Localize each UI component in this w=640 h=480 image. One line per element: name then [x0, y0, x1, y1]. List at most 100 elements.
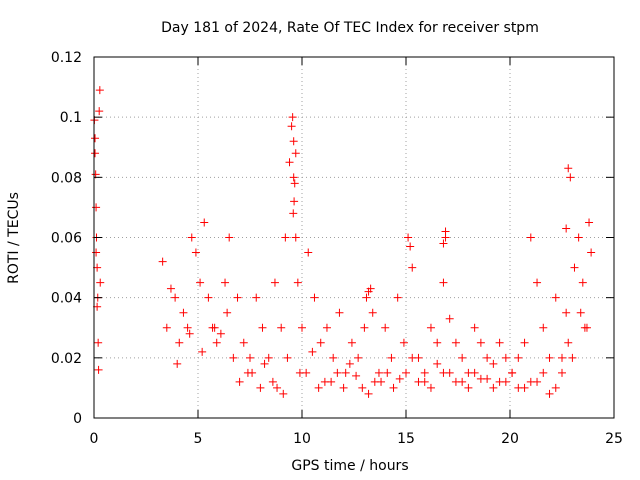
roti-point: [95, 86, 104, 95]
roti-point: [281, 233, 290, 242]
roti-point: [187, 233, 196, 242]
roti-point: [360, 323, 369, 332]
x-tick-label: 25: [605, 431, 623, 447]
roti-point: [210, 323, 219, 332]
roti-point: [580, 323, 589, 332]
roti-point: [260, 359, 269, 368]
roti-point: [335, 308, 344, 317]
roti-point: [551, 383, 560, 392]
roti-point: [352, 371, 361, 380]
roti-point: [158, 257, 167, 266]
roti-point: [179, 308, 188, 317]
roti-point: [166, 284, 175, 293]
roti-point: [377, 377, 386, 386]
roti-point: [347, 338, 356, 347]
roti-point: [364, 389, 373, 398]
roti-point: [362, 293, 371, 302]
roti-point: [470, 323, 479, 332]
roti-point: [268, 377, 277, 386]
roti-point: [316, 338, 325, 347]
y-tick-label: 0.08: [51, 170, 82, 186]
roti-point: [368, 308, 377, 317]
roti-point: [283, 353, 292, 362]
y-tick-label: 0.04: [51, 291, 82, 307]
roti-point: [287, 122, 296, 131]
roti-point: [501, 353, 510, 362]
roti-point: [256, 383, 265, 392]
roti-point: [221, 278, 230, 287]
roti-point: [225, 233, 234, 242]
roti-point: [223, 308, 232, 317]
roti-point: [433, 338, 442, 347]
roti-point: [585, 218, 594, 227]
roti-point: [216, 329, 225, 338]
roti-point: [426, 383, 435, 392]
roti-point: [570, 263, 579, 272]
roti-point: [329, 353, 338, 362]
y-tick-label: 0.1: [60, 110, 82, 126]
roti-point: [383, 368, 392, 377]
roti-point: [198, 347, 207, 356]
roti-point: [308, 347, 317, 356]
grid-lines: [94, 57, 614, 418]
roti-point: [451, 338, 460, 347]
x-tick-label: 10: [293, 431, 311, 447]
roti-point: [285, 158, 294, 167]
roti-point: [291, 233, 300, 242]
roti-point: [381, 323, 390, 332]
chart-title: Day 181 of 2024, Rate Of TEC Index for r…: [161, 20, 539, 36]
roti-point: [290, 179, 299, 188]
roti-point: [441, 227, 450, 236]
roti-point: [288, 113, 297, 122]
roti-point: [289, 173, 298, 182]
roti-point: [204, 293, 213, 302]
roti-point: [183, 323, 192, 332]
roti-point: [539, 323, 548, 332]
x-axis-label: GPS time / hours: [291, 458, 408, 474]
roti-point: [339, 383, 348, 392]
roti-point: [243, 368, 252, 377]
roti-point: [464, 383, 473, 392]
roti-point: [94, 365, 103, 374]
roti-point: [173, 359, 182, 368]
roti-point: [322, 323, 331, 332]
roti-point: [366, 284, 375, 293]
roti-point: [389, 383, 398, 392]
axis-ticks: 0 0.02 0.04 0.06 0.08 0.1 0.12 0 5 10 15 20 25: [51, 50, 623, 447]
roti-point: [277, 323, 286, 332]
roti-point: [291, 149, 300, 158]
x-tick-label: 0: [90, 431, 99, 447]
roti-point: [304, 248, 313, 257]
roti-point: [562, 224, 571, 233]
roti-point: [293, 278, 302, 287]
roti-point: [92, 248, 101, 257]
roti-point: [196, 278, 205, 287]
roti-point: [252, 293, 261, 302]
roti-point: [233, 293, 242, 302]
roti-point: [302, 368, 311, 377]
roti-point: [568, 353, 577, 362]
roti-point: [470, 368, 479, 377]
roti-point: [451, 377, 460, 386]
roti-point: [239, 338, 248, 347]
roti-point: [514, 383, 523, 392]
roti-point: [545, 389, 554, 398]
roti-point: [393, 293, 402, 302]
roti-point: [341, 368, 350, 377]
roti-point: [279, 389, 288, 398]
roti-point: [96, 278, 105, 287]
roti-point: [408, 263, 417, 272]
roti-point: [92, 203, 101, 212]
roti-point: [539, 368, 548, 377]
roti-point: [402, 368, 410, 377]
roti-point: [476, 374, 485, 383]
roti-point: [566, 173, 575, 182]
roti-point: [562, 308, 571, 317]
roti-point: [345, 359, 354, 368]
roti-point: [520, 338, 529, 347]
x-tick-label: 20: [501, 431, 519, 447]
roti-point: [175, 338, 184, 347]
roti-point: [212, 338, 221, 347]
roti-point: [483, 353, 492, 362]
